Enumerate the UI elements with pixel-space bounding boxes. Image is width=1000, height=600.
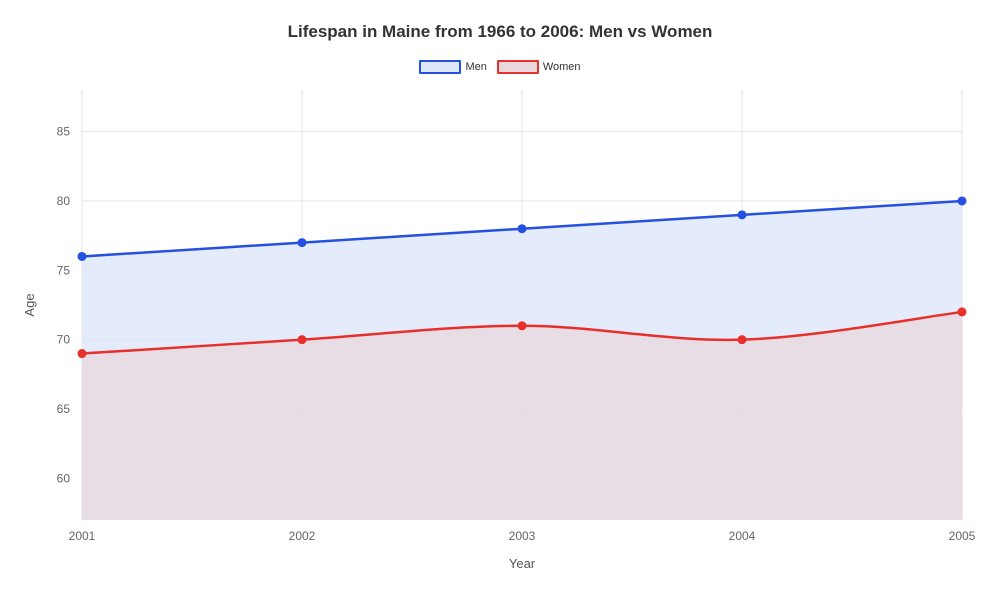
y-tick-label: 85: [57, 125, 71, 139]
point-men: [298, 239, 306, 247]
point-men: [518, 225, 526, 233]
y-axis-title: Age: [22, 293, 37, 316]
y-tick-label: 80: [57, 194, 71, 208]
point-men: [78, 252, 86, 260]
x-tick-label: 2003: [509, 529, 536, 543]
chart-plot: 60 65 70 75 80 85 2001 2002 2003 2004 2005 Year Age: [0, 0, 992, 580]
point-women: [298, 336, 306, 344]
y-tick-label: 65: [57, 402, 71, 416]
point-women: [78, 350, 86, 358]
x-tick-label: 2004: [729, 529, 756, 543]
x-tick-label: 2001: [69, 529, 96, 543]
x-axis-title: Year: [509, 556, 536, 571]
point-women: [518, 322, 526, 330]
x-tick-label: 2002: [289, 529, 316, 543]
point-men: [738, 211, 746, 219]
point-women: [738, 336, 746, 344]
y-tick-label: 70: [57, 333, 71, 347]
point-women: [958, 308, 966, 316]
x-tick-label: 2005: [949, 529, 976, 543]
chart-container: Lifespan in Maine from 1966 to 2006: Men…: [0, 0, 1000, 600]
y-tick-label: 75: [57, 263, 71, 277]
point-men: [958, 197, 966, 205]
y-tick-label: 60: [57, 471, 71, 485]
